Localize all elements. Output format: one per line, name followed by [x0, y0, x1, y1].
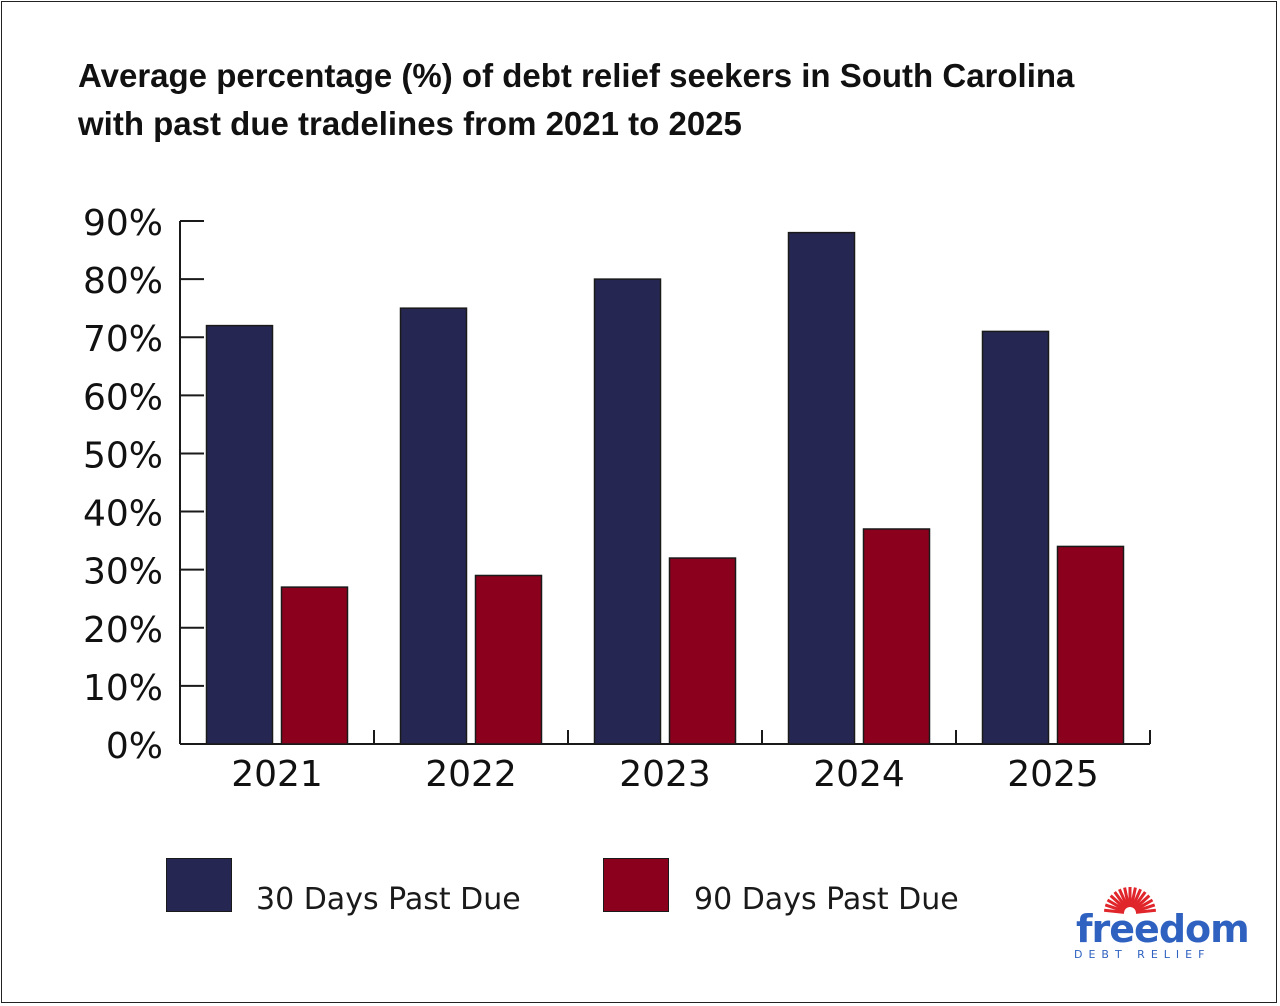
- freedom-debt-relief-logo: freedom DEBT RELIEF: [1068, 875, 1250, 965]
- bar-90-days-2021: [280, 586, 349, 745]
- sunburst-ray: [1103, 908, 1125, 914]
- x-tick-label-2025: 2025: [1007, 754, 1099, 795]
- x-tick-label-2023: 2023: [619, 754, 711, 795]
- sunburst-ray: [1104, 903, 1125, 913]
- y-tick-label-70: 70%: [83, 319, 163, 360]
- x-tick-label-2021: 2021: [231, 754, 323, 795]
- sunburst-ray: [1123, 887, 1131, 908]
- bar-30-days-2022: [399, 307, 468, 745]
- sunburst-ray: [1131, 888, 1142, 909]
- sunburst-ray: [1109, 894, 1127, 911]
- bar-30-days-2025: [981, 330, 1050, 745]
- sunburst-ray: [1132, 891, 1147, 910]
- chart-title-line-1: Average percentage (%) of debt relief se…: [78, 57, 1075, 94]
- y-tick-label-90: 90%: [83, 203, 163, 244]
- sunburst-ray: [1135, 908, 1157, 914]
- legend-label-30-days: 30 Days Past Due: [256, 882, 521, 917]
- bar-90-days-2025: [1056, 545, 1125, 745]
- logo-subtitle: DEBT RELIEF: [1074, 948, 1211, 961]
- bar-chart: 0% 10% 20% 30% 40% 50% 60% 70% 80% 90% 2021 2022 202…: [83, 203, 1151, 795]
- y-tick-label-80: 80%: [83, 261, 163, 302]
- bar-90-days-2024: [862, 528, 931, 745]
- legend-label-90-days: 90 Days Past Due: [694, 882, 959, 917]
- legend-swatch-90-days: [603, 858, 669, 912]
- chart-title-line-2: with past due tradelines from 2021 to 20…: [78, 105, 742, 142]
- bar-90-days-2023: [668, 557, 737, 745]
- sunburst-ray: [1106, 898, 1126, 912]
- y-tick-label-40: 40%: [83, 494, 163, 535]
- sunburst-ray: [1129, 887, 1137, 908]
- sunburst-ray: [1133, 894, 1151, 911]
- y-tick-label-50: 50%: [83, 435, 163, 476]
- sunburst-ray: [1134, 898, 1154, 912]
- y-tick-label-60: 60%: [83, 377, 163, 418]
- y-tick-label-30: 30%: [83, 552, 163, 593]
- chart-title: Average percentage (%) of debt relief se…: [78, 52, 1228, 148]
- sunburst-icon: [1103, 887, 1157, 914]
- bar-30-days-2021: [205, 324, 274, 745]
- sunburst-ray: [1118, 888, 1129, 909]
- bar-30-days-2024: [787, 231, 856, 745]
- sunburst-ray: [1135, 903, 1156, 913]
- y-tick-label-10: 10%: [83, 668, 163, 709]
- bar-90-days-2022: [474, 574, 543, 745]
- x-tick-label-2024: 2024: [813, 754, 905, 795]
- x-tick-label-2022: 2022: [425, 754, 517, 795]
- y-tick-label-20: 20%: [83, 610, 163, 651]
- sunburst-ray: [1113, 891, 1128, 910]
- y-tick-label-0: 0%: [106, 726, 163, 767]
- logo-wordmark: freedom: [1076, 907, 1250, 951]
- bar-30-days-2023: [593, 278, 662, 745]
- legend-swatch-30-days: [166, 858, 232, 912]
